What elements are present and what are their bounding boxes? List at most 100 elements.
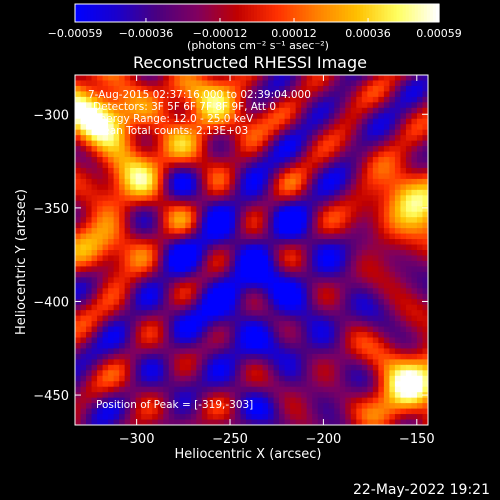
heatmap-pixel <box>334 364 341 371</box>
heatmap-pixel <box>306 211 313 218</box>
heatmap-pixel <box>113 129 120 136</box>
colorbar-segment <box>435 4 440 22</box>
colorbar-segment <box>423 4 428 22</box>
heatmap-pixel <box>273 151 280 158</box>
heatmap-pixel <box>290 118 297 125</box>
heatmap-pixel <box>422 102 429 109</box>
heatmap-pixel <box>262 386 269 393</box>
heatmap-pixel <box>234 129 241 136</box>
heatmap-pixel <box>168 211 175 218</box>
heatmap-pixel <box>262 321 269 328</box>
heatmap-pixel <box>223 293 230 300</box>
heatmap-pixel <box>273 315 280 322</box>
colorbar-segment <box>417 4 422 22</box>
heatmap-pixel <box>394 321 401 328</box>
heatmap-pixel <box>323 397 330 404</box>
heatmap-pixel <box>229 359 236 366</box>
heatmap-pixel <box>207 233 214 240</box>
heatmap-pixel <box>422 113 429 120</box>
heatmap-pixel <box>350 342 357 349</box>
heatmap-pixel <box>245 222 252 229</box>
heatmap-pixel <box>102 244 109 251</box>
heatmap-pixel <box>284 282 291 289</box>
heatmap-pixel <box>257 151 264 158</box>
heatmap-pixel <box>97 113 104 120</box>
heatmap-pixel <box>422 85 429 92</box>
heatmap-pixel <box>389 113 396 120</box>
heatmap-pixel <box>163 140 170 147</box>
heatmap-pixel <box>301 304 308 311</box>
heatmap-pixel <box>257 326 264 333</box>
heatmap-pixel <box>190 124 197 131</box>
heatmap-pixel <box>163 124 170 131</box>
heatmap-pixel <box>80 96 87 103</box>
heatmap-pixel <box>113 75 120 81</box>
heatmap-pixel <box>108 96 115 103</box>
heatmap-pixel <box>218 321 225 328</box>
heatmap-pixel <box>372 184 379 191</box>
heatmap-pixel <box>130 91 137 98</box>
heatmap-pixel <box>168 370 175 377</box>
heatmap-pixel <box>185 244 192 251</box>
heatmap-pixel <box>312 228 319 235</box>
heatmap-pixel <box>75 304 82 311</box>
heatmap-pixel <box>185 414 192 421</box>
heatmap-pixel <box>295 113 302 120</box>
heatmap-pixel <box>245 414 252 421</box>
heatmap-pixel <box>422 118 429 125</box>
heatmap-pixel <box>416 228 423 235</box>
heatmap-pixel <box>141 85 148 92</box>
heatmap-pixel <box>234 348 241 355</box>
heatmap-pixel <box>179 217 186 224</box>
heatmap-pixel <box>91 255 98 262</box>
heatmap-pixel <box>383 211 390 218</box>
heatmap-pixel <box>306 85 313 92</box>
heatmap-pixel <box>389 386 396 393</box>
heatmap-pixel <box>394 348 401 355</box>
heatmap-pixel <box>306 233 313 240</box>
heatmap-pixel <box>290 211 297 218</box>
heatmap-pixel <box>367 386 374 393</box>
heatmap-pixel <box>91 282 98 289</box>
heatmap-pixel <box>240 80 247 87</box>
heatmap-pixel <box>317 113 324 120</box>
heatmap-pixel <box>218 102 225 109</box>
heatmap-pixel <box>422 337 429 344</box>
heatmap-pixel <box>339 364 346 371</box>
heatmap-pixel <box>207 321 214 328</box>
heatmap-pixel <box>306 80 313 87</box>
heatmap-pixel <box>389 392 396 399</box>
heatmap-pixel <box>124 244 131 251</box>
colorbar-segment <box>287 4 291 22</box>
heatmap-pixel <box>251 96 258 103</box>
heatmap-pixel <box>394 222 401 229</box>
heatmap-pixel <box>317 173 324 180</box>
heatmap-pixel <box>334 293 341 300</box>
heatmap-pixel <box>372 353 379 360</box>
heatmap-pixel <box>312 200 319 207</box>
heatmap-pixel <box>185 299 192 306</box>
heatmap-pixel <box>394 315 401 322</box>
heatmap-pixel <box>212 271 219 278</box>
heatmap-pixel <box>306 293 313 300</box>
heatmap-pixel <box>356 91 363 98</box>
heatmap-pixel <box>400 397 407 404</box>
heatmap-pixel <box>97 85 104 92</box>
heatmap-pixel <box>234 151 241 158</box>
heatmap-pixel <box>306 102 313 109</box>
heatmap-pixel <box>273 397 280 404</box>
heatmap-pixel <box>223 113 230 120</box>
heatmap-pixel <box>394 397 401 404</box>
heatmap-pixel <box>223 419 230 426</box>
heatmap-pixel <box>400 211 407 218</box>
colorbar-segment <box>399 4 404 22</box>
colorbar-segment <box>199 4 203 22</box>
heatmap-pixel <box>146 348 153 355</box>
heatmap-pixel <box>201 173 208 180</box>
heatmap-pixel <box>141 315 148 322</box>
heatmap-pixel <box>306 304 313 311</box>
heatmap-pixel <box>135 195 142 202</box>
heatmap-pixel <box>268 353 275 360</box>
heatmap-pixel <box>251 288 258 295</box>
heatmap-pixel <box>378 162 385 169</box>
